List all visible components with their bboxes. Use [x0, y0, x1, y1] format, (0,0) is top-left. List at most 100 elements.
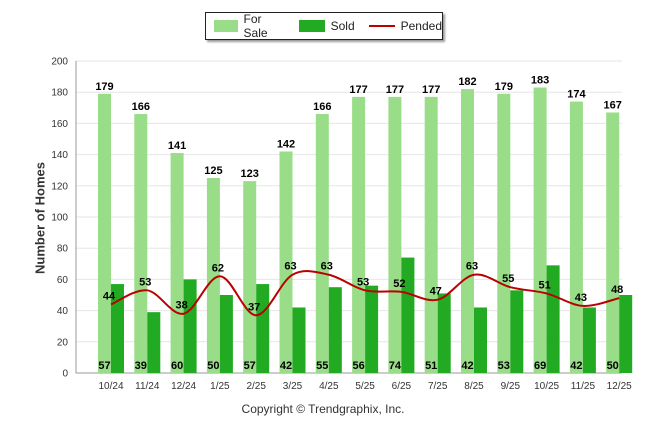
x-tick-label: 11/24 — [135, 381, 160, 392]
y-tick-label: 0 — [62, 369, 68, 380]
bar-for-sale — [279, 151, 293, 373]
x-tick-label: 12/25 — [607, 381, 632, 392]
bar-sold — [401, 257, 415, 373]
bar-sold — [183, 279, 197, 373]
x-tick-label: 7/25 — [428, 381, 448, 392]
y-tick-label: 180 — [51, 88, 68, 99]
bar-for-sale — [388, 96, 402, 373]
bar-for-sale — [352, 96, 366, 373]
data-label-for-sale: 125 — [204, 165, 222, 177]
data-label-pended: 43 — [575, 292, 587, 304]
data-label-pended: 55 — [502, 273, 514, 285]
data-label-pended: 53 — [139, 276, 151, 288]
y-tick-label: 60 — [57, 275, 69, 286]
x-tick-label: 11/25 — [571, 381, 596, 392]
bar-for-sale — [569, 101, 583, 373]
data-label-sold: 60 — [171, 360, 183, 372]
data-label-pended: 63 — [284, 261, 296, 273]
bar-sold — [510, 290, 524, 373]
bar-sold — [256, 284, 270, 373]
data-label-for-sale: 166 — [313, 101, 331, 113]
data-label-for-sale: 177 — [386, 84, 404, 96]
bar-sold — [111, 284, 124, 373]
data-label-for-sale: 167 — [604, 99, 622, 111]
bar-for-sale — [315, 114, 329, 373]
bar-for-sale — [98, 93, 111, 373]
y-tick-label: 40 — [57, 306, 69, 317]
data-label-sold: 57 — [244, 360, 256, 372]
bar-for-sale — [206, 178, 220, 373]
data-label-sold: 57 — [98, 360, 110, 372]
x-tick-label: 10/24 — [98, 381, 123, 392]
x-tick-label: 9/25 — [501, 381, 521, 392]
y-tick-label: 120 — [51, 181, 68, 192]
data-label-pended: 53 — [357, 276, 369, 288]
x-tick-label: 3/25 — [283, 381, 303, 392]
data-label-pended: 48 — [611, 284, 623, 296]
x-tick-label: 2/25 — [246, 381, 266, 392]
data-label-sold: 51 — [425, 360, 437, 372]
y-axis-title: Number of Homes — [32, 162, 48, 274]
bar-for-sale — [461, 89, 474, 373]
data-label-sold: 69 — [534, 360, 546, 372]
data-label-pended: 63 — [321, 261, 333, 273]
data-label-for-sale: 142 — [277, 138, 295, 150]
data-label-sold: 39 — [135, 360, 147, 372]
data-label-sold: 42 — [570, 360, 582, 372]
data-label-sold: 42 — [461, 360, 473, 372]
x-tick-label: 5/25 — [355, 381, 375, 392]
data-label-sold: 55 — [316, 360, 328, 372]
y-tick-label: 20 — [57, 337, 69, 348]
data-label-for-sale: 174 — [567, 89, 586, 101]
bar-sold — [474, 307, 487, 373]
bar-sold — [292, 307, 306, 373]
legend-swatch-sold — [298, 20, 325, 32]
bar-sold — [147, 312, 161, 373]
bar-for-sale — [533, 87, 547, 374]
bar-sold — [365, 285, 379, 373]
legend-swatch-pended — [368, 25, 395, 27]
data-label-sold: 50 — [607, 360, 619, 372]
data-label-for-sale: 123 — [241, 168, 259, 180]
y-tick-label: 100 — [51, 213, 68, 224]
x-tick-label: 4/25 — [319, 381, 339, 392]
bar-for-sale — [606, 112, 620, 373]
legend-item-sold: Sold — [298, 19, 355, 33]
bar-for-sale — [134, 114, 148, 373]
y-tick-label: 140 — [51, 150, 68, 161]
legend: For Sale Sold Pended — [205, 12, 443, 40]
x-tick-label: 12/24 — [171, 381, 196, 392]
data-label-sold: 53 — [498, 360, 510, 372]
legend-item-for-sale: For Sale — [214, 12, 285, 40]
line-pended — [110, 270, 620, 317]
bar-for-sale — [497, 93, 511, 373]
data-label-pended: 62 — [212, 262, 224, 274]
y-tick-label: 200 — [51, 57, 68, 68]
legend-swatch-for-sale — [214, 20, 238, 32]
legend-item-pended: Pended — [368, 19, 442, 33]
data-label-for-sale: 179 — [495, 81, 513, 93]
bar-sold — [582, 307, 596, 373]
x-tick-label: 1/25 — [210, 381, 230, 392]
data-label-for-sale: 166 — [132, 101, 150, 113]
data-label-pended: 47 — [430, 286, 442, 298]
legend-label-pended: Pended — [400, 19, 442, 33]
data-label-pended: 44 — [103, 290, 116, 302]
x-tick-label: 8/25 — [464, 381, 484, 392]
y-tick-label: 160 — [51, 119, 68, 130]
copyright-text: Copyright © Trendgraphix, Inc. — [241, 402, 405, 416]
x-tick-label: 6/25 — [392, 381, 412, 392]
data-label-sold: 42 — [280, 360, 292, 372]
bar-for-sale — [424, 96, 438, 373]
data-label-for-sale: 177 — [349, 84, 367, 96]
bar-sold — [619, 295, 633, 373]
data-label-for-sale: 183 — [531, 75, 549, 87]
data-label-pended: 63 — [466, 261, 478, 273]
data-label-sold: 74 — [389, 360, 402, 372]
data-label-for-sale: 179 — [95, 81, 113, 93]
bar-for-sale — [170, 153, 184, 373]
bar-for-sale — [243, 181, 257, 373]
data-label-pended: 52 — [393, 278, 405, 290]
